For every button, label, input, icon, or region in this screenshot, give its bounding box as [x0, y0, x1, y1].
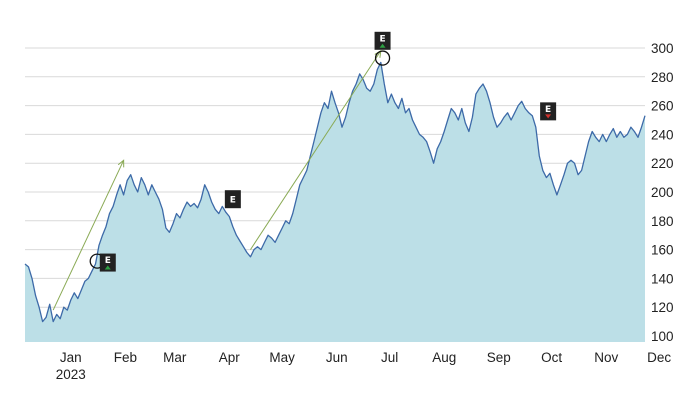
x-tick-label: Dec: [647, 350, 671, 365]
x-tick-label: Nov: [594, 350, 618, 365]
y-tick-label: 140: [651, 271, 674, 286]
trend-arrow-line: [52, 160, 125, 311]
x-tick-label: Jul: [381, 350, 398, 365]
price-line: [24, 61, 646, 323]
price-area: [24, 61, 646, 343]
earnings-marker-box: [374, 31, 391, 50]
highlight-circle: [374, 50, 391, 66]
earnings-marker: E: [540, 102, 557, 121]
x-tick-label: Jun: [326, 350, 348, 365]
x-axis-year-label: 2023: [56, 367, 86, 382]
y-tick-label: 200: [651, 185, 674, 200]
trend-arrow-line: [250, 50, 382, 250]
y-tick-label: 300: [651, 41, 674, 56]
earnings-markers: E E E E: [89, 31, 557, 272]
trend-arrows: [52, 49, 382, 311]
y-tick-label: 180: [651, 214, 674, 229]
y-tick-label: 240: [651, 127, 674, 142]
y-tick-label: 280: [651, 70, 674, 85]
y-tick-label: 120: [651, 300, 674, 315]
earnings-marker-label: E: [105, 256, 111, 266]
price-area-fill: [25, 62, 645, 343]
x-tick-label: Sep: [487, 350, 511, 365]
x-tick-label: Jan: [60, 350, 82, 365]
x-axis-ticks: Jan Feb Mar Apr May Jun Jul Aug Sep Oct Nov Dec: [60, 350, 671, 365]
x-tick-label: Apr: [219, 350, 241, 365]
trend-arrow-head: [117, 159, 125, 168]
earnings-up-arrow-icon: [379, 43, 386, 48]
x-tick-label: Feb: [114, 350, 137, 365]
earnings-marker-label: E: [545, 105, 551, 115]
earnings-marker: E: [224, 190, 241, 209]
y-axis-ticks: 100 120 140 160 180 200 220 240 260 280 300: [651, 41, 674, 344]
earnings-up-arrow-icon: [104, 265, 111, 270]
earnings-marker: E: [374, 31, 391, 50]
earnings-marker-box: [224, 190, 241, 209]
earnings-marker-box: [99, 253, 116, 272]
earnings-marker-label: E: [379, 34, 385, 44]
x-tick-label: Mar: [163, 350, 187, 365]
x-tick-label: Aug: [432, 350, 456, 365]
earnings-marker-label: E: [230, 196, 236, 206]
y-tick-label: 100: [651, 329, 674, 344]
earnings-marker: E: [99, 253, 116, 272]
y-tick-label: 220: [651, 156, 674, 171]
earnings-marker-box: [540, 102, 557, 121]
earnings-down-arrow-icon: [545, 114, 552, 119]
y-tick-label: 160: [651, 243, 674, 258]
x-tick-label: Oct: [541, 350, 562, 365]
y-tick-label: 260: [651, 99, 674, 114]
x-tick-label: May: [269, 350, 295, 365]
